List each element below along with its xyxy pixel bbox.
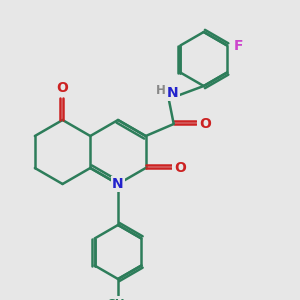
Text: N: N	[167, 86, 178, 100]
Text: O: O	[199, 117, 211, 131]
Text: CH₃: CH₃	[106, 298, 130, 300]
Text: F: F	[233, 38, 243, 52]
Text: N: N	[112, 177, 124, 191]
Text: H: H	[156, 85, 166, 98]
Text: O: O	[174, 161, 186, 175]
Text: O: O	[57, 81, 68, 95]
